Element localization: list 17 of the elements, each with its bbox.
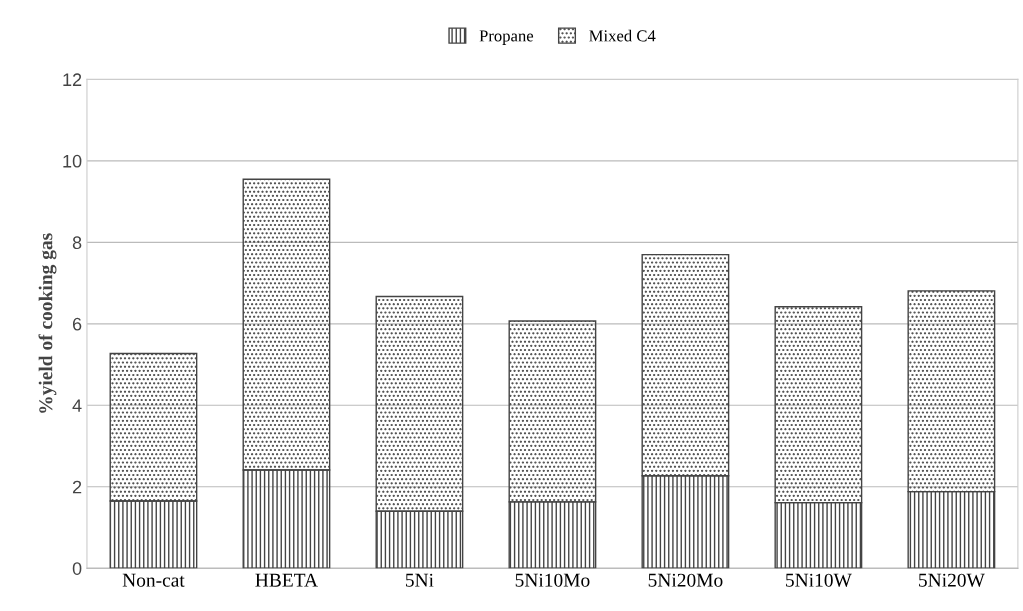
y-axis-title: %yield of cooking gas xyxy=(38,233,57,413)
y-tick-label: 6 xyxy=(72,317,82,331)
y-tick-label: 0 xyxy=(72,562,82,575)
legend-label: Propane xyxy=(479,30,534,45)
y-tick-label: 12 xyxy=(63,73,82,86)
legend-label: Mixed C4 xyxy=(589,29,656,42)
x-tick-label: Non-cat xyxy=(122,573,185,587)
y-tick-label: 4 xyxy=(72,399,82,412)
x-tick-label: 5Ni xyxy=(405,573,434,587)
y-tick-label: 2 xyxy=(72,480,82,494)
x-tick-label: 5Ni20Mo xyxy=(648,573,723,587)
y-tick-label: 8 xyxy=(72,236,82,250)
x-tick-label: 5Ni20W xyxy=(919,573,985,587)
y-tick-label: 10 xyxy=(63,154,82,168)
x-tick-label: HBETA xyxy=(255,573,318,587)
x-tick-label: 5Ni10W xyxy=(786,573,852,587)
x-tick-label: 5Ni10Mo xyxy=(515,573,590,587)
